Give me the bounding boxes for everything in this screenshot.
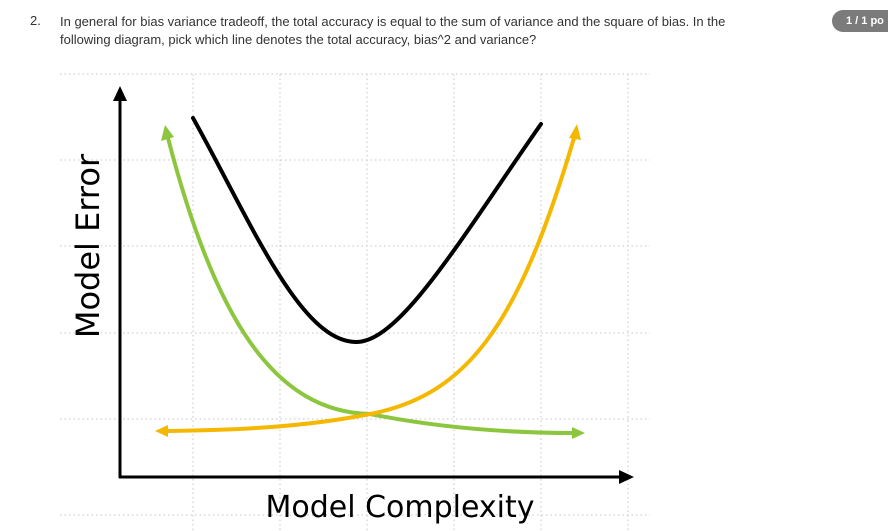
yellow-curve [167,137,576,433]
yellow-curve-group [155,124,581,437]
points-badge: 1 / 1 po [832,10,888,32]
axes [113,86,634,484]
dotted-grid [60,73,650,531]
yellow-curve-top-arrowhead [569,124,581,140]
y-axis-label: Model Error [69,153,107,338]
green-curve-top-arrowhead [161,125,174,141]
y-axis-arrowhead [113,86,127,101]
black-curve [191,116,543,345]
green-curve-right-arrowhead [572,427,585,439]
x-axis-label: Model Complexity [265,490,534,525]
yellow-curve-left-arrowhead [155,425,168,437]
x-axis-arrowhead [619,470,634,484]
green-curve-group [161,125,585,439]
question-text: In general for bias variance tradeoff, t… [60,14,726,47]
green-curve [166,137,575,435]
question-number: 2. [30,13,41,28]
